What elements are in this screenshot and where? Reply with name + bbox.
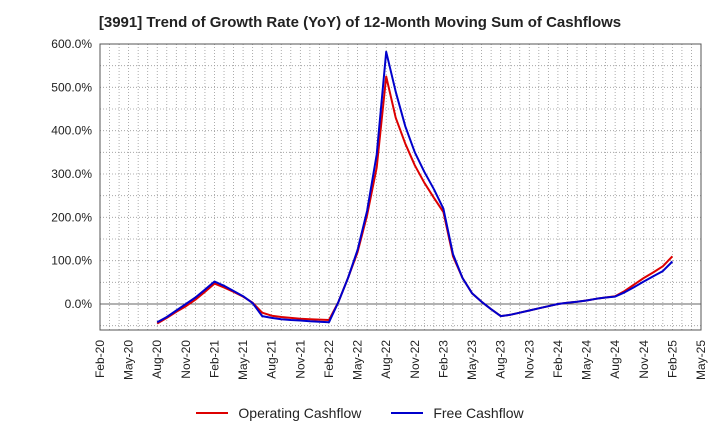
x-tick-label: May-24 (580, 340, 594, 380)
x-tick-label: May-22 (351, 340, 365, 380)
series-line-free-cashflow (156, 50, 674, 324)
x-axis-ticks: Feb-20 May-20 Aug-20 Nov-20 Feb-21 May-21 Aug-… (93, 340, 708, 380)
legend-swatch-operating-cashflow (196, 412, 229, 414)
x-tick-label: Nov-20 (179, 340, 193, 379)
x-tick-label: May-21 (236, 340, 250, 380)
legend-label-operating-cashflow: Operating Cashflow (238, 405, 362, 421)
y-tick-label: 500.0% (51, 80, 92, 94)
x-tick-label: Feb-22 (322, 340, 336, 378)
chart-title: [3991] Trend of Growth Rate (YoY) of 12-… (98, 14, 622, 31)
y-tick-label: 0.0% (65, 297, 93, 311)
x-tick-label: Nov-22 (408, 340, 422, 379)
y-tick-label: 200.0% (51, 210, 92, 224)
legend-swatch-free-cashflow (391, 412, 424, 414)
x-tick-label: Nov-23 (522, 340, 536, 379)
x-tick-label: Aug-21 (265, 340, 279, 379)
x-tick-label: Feb-24 (551, 340, 565, 378)
x-tick-label: May-20 (122, 340, 136, 380)
legend-item-operating-cashflow: Operating Cashflow (196, 405, 361, 421)
x-tick-label: Feb-20 (93, 340, 107, 378)
x-tick-label: May-25 (694, 340, 708, 380)
plot-area-border (99, 43, 702, 331)
legend-label-free-cashflow: Free Cashflow (433, 405, 524, 421)
x-tick-label: May-23 (465, 340, 479, 380)
y-axis-ticks: 0.0% 100.0% 200.0% 300.0% 400.0% 500.0% 600.0% (51, 37, 92, 311)
y-tick-label: 400.0% (51, 124, 92, 138)
y-tick-label: 600.0% (51, 37, 92, 51)
x-tick-label: Feb-21 (207, 340, 221, 378)
x-tick-label: Feb-25 (665, 340, 679, 378)
x-tick-label: Nov-21 (293, 340, 307, 379)
x-tick-label: Aug-24 (608, 340, 622, 379)
series-lines (156, 50, 674, 325)
y-tick-label: 300.0% (51, 167, 92, 181)
grid-lines (100, 43, 701, 330)
x-tick-label: Aug-20 (150, 340, 164, 379)
x-tick-label: Nov-24 (637, 340, 651, 379)
y-tick-label: 100.0% (51, 254, 92, 268)
x-tick-label: Feb-23 (436, 340, 450, 378)
x-tick-label: Aug-22 (379, 340, 393, 379)
x-tick-label: Aug-23 (494, 340, 508, 379)
legend-item-free-cashflow: Free Cashflow (391, 405, 524, 421)
legend: Operating Cashflow Free Cashflow (0, 405, 720, 421)
